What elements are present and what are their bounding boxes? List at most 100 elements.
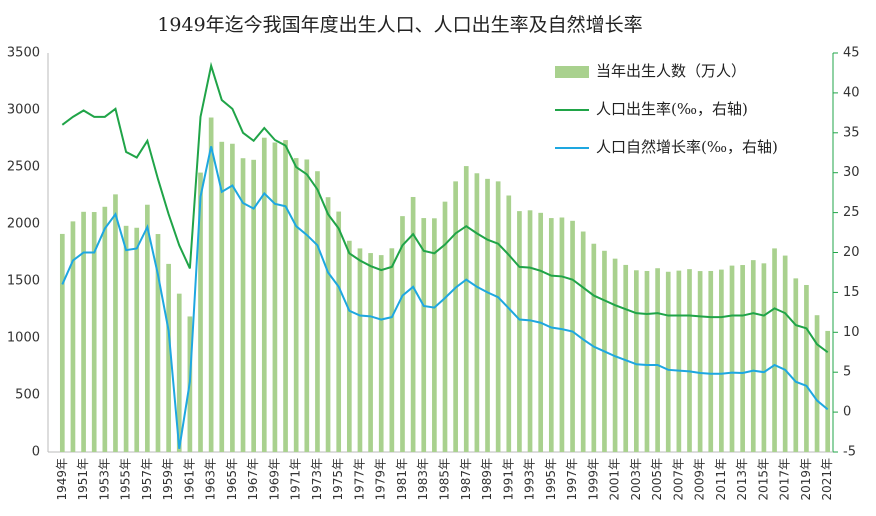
bar (293, 158, 299, 452)
legend-swatch (555, 66, 589, 78)
x-tick-label: 1977年 (352, 458, 366, 501)
x-tick-label: 1959年 (161, 458, 175, 501)
bar (113, 194, 118, 453)
bar (527, 210, 533, 452)
x-tick-label: 2007年 (671, 458, 685, 501)
x-tick-label: 1981年 (395, 458, 409, 501)
bar (517, 211, 522, 452)
x-tick-label: 2005年 (650, 458, 664, 501)
bar (368, 253, 373, 452)
y2-tick-label: 0 (843, 405, 851, 420)
bar (655, 268, 660, 452)
bar (251, 159, 256, 452)
bar (697, 271, 703, 452)
bar (219, 141, 225, 452)
y-tick-label: 2500 (7, 160, 40, 175)
y-tick-label: 1000 (7, 331, 40, 346)
bar (176, 293, 182, 452)
x-tick-label: 1991年 (501, 458, 515, 501)
bar (580, 231, 586, 452)
x-tick-label: 2001年 (608, 458, 622, 501)
x-tick-label: 2003年 (629, 458, 643, 501)
y2-tick-label: 40 (843, 85, 860, 100)
x-tick-label: 2019年 (799, 458, 813, 501)
bar (474, 173, 480, 452)
x-tick-label: 1963年 (204, 458, 218, 501)
y2-tick-label: 10 (843, 325, 860, 340)
bar (91, 212, 97, 452)
bar (261, 137, 267, 452)
x-tick-label: 1989年 (480, 458, 494, 501)
x-tick-label: 1983年 (416, 458, 430, 501)
y2-tick-label: 35 (843, 125, 860, 140)
bar (410, 196, 416, 452)
bar (432, 218, 437, 452)
y2-tick-label: -5 (843, 445, 856, 460)
bar (123, 225, 129, 452)
y2-tick-label: 30 (843, 165, 860, 180)
bar (761, 263, 767, 452)
bar (729, 265, 735, 452)
bar (570, 220, 575, 452)
bar (378, 255, 384, 452)
x-tick-label: 1965年 (225, 458, 239, 501)
x-tick-label: 1979年 (374, 458, 388, 501)
bar (400, 216, 405, 452)
bar (485, 178, 490, 452)
x-tick-label: 1975年 (331, 458, 345, 501)
x-tick-label: 1987年 (459, 458, 473, 501)
bar (166, 263, 171, 452)
x-tick-label: 2017年 (778, 458, 792, 501)
y2-tick-label: 15 (843, 285, 860, 300)
bar (346, 240, 352, 452)
y-tick-label: 0 (32, 445, 40, 460)
bar (463, 166, 469, 452)
x-tick-label: 1997年 (565, 458, 579, 501)
bar (804, 284, 809, 452)
bar (208, 117, 214, 453)
bar (336, 211, 342, 452)
bar (495, 181, 501, 452)
bar (59, 233, 65, 452)
bar (548, 218, 554, 452)
bar (506, 195, 512, 452)
bar (740, 265, 745, 452)
x-tick-label: 1993年 (523, 458, 537, 501)
x-tick-label: 2015年 (756, 458, 770, 501)
bar (825, 330, 831, 452)
bar (750, 260, 756, 452)
y2-tick-label: 45 (843, 46, 860, 61)
y-tick-label: 3000 (7, 103, 40, 118)
y-tick-label: 500 (15, 388, 40, 403)
bar (240, 158, 246, 453)
bar (814, 315, 820, 452)
line (61, 61, 829, 354)
x-tick-label: 2021年 (820, 458, 834, 501)
x-tick-label: 1955年 (119, 458, 133, 501)
bar (793, 278, 799, 452)
bar (687, 269, 692, 452)
x-tick-label: 1971年 (289, 458, 303, 501)
x-tick-label: 1973年 (310, 458, 324, 501)
bar (772, 248, 777, 452)
bar (676, 270, 682, 452)
x-tick-label: 1967年 (246, 458, 260, 501)
bar (357, 248, 363, 452)
x-tick-label: 1999年 (586, 458, 600, 501)
x-tick-label: 2011年 (714, 458, 728, 501)
bar (719, 269, 724, 452)
legend-label: 人口出生率(‰，右轴) (596, 100, 748, 118)
x-tick-label: 1995年 (544, 458, 558, 501)
y-tick-label: 3500 (7, 46, 40, 61)
x-tick-label: 1953年 (97, 458, 111, 501)
bar (644, 270, 650, 452)
y2-tick-label: 5 (843, 365, 851, 380)
y-tick-label: 1500 (7, 274, 40, 289)
bar (230, 143, 235, 452)
y2-tick-label: 20 (843, 245, 860, 260)
x-tick-label: 2013年 (735, 458, 749, 501)
bar (538, 212, 544, 452)
bar (782, 255, 788, 452)
bar (708, 270, 714, 452)
